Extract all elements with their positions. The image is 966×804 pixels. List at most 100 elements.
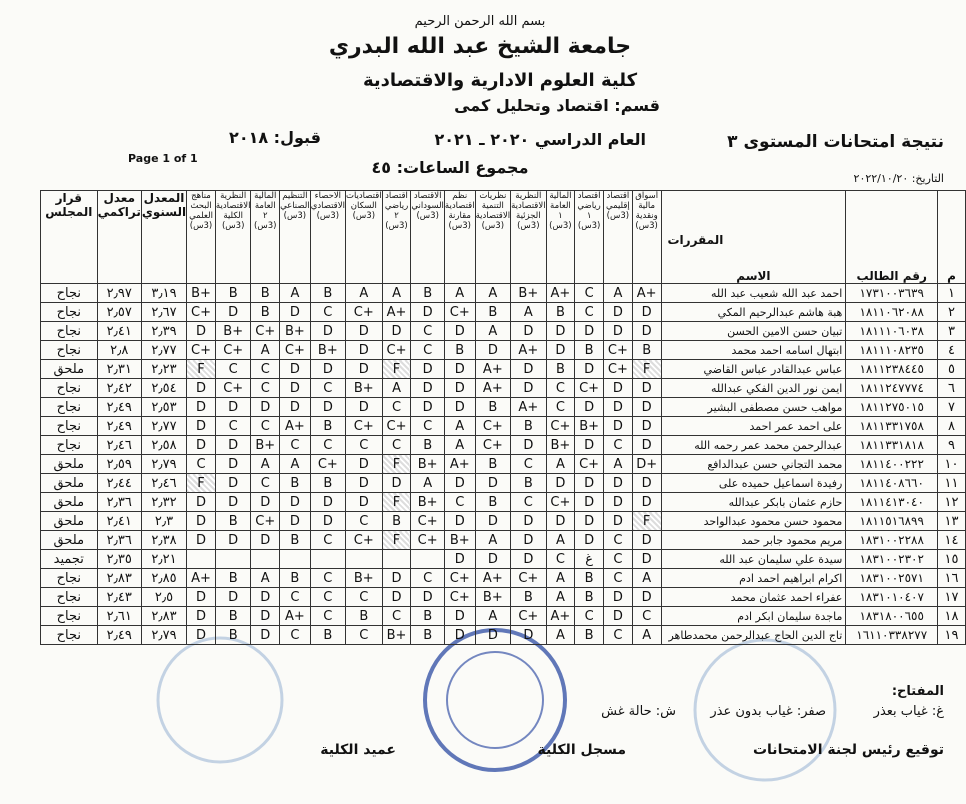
grade: D	[443, 359, 476, 379]
grade: D	[214, 454, 252, 474]
grade: D	[631, 321, 662, 341]
grade: B	[410, 625, 445, 645]
decision: نجاح	[40, 340, 98, 360]
courses-label: المقررات	[667, 233, 724, 247]
row-number: ١٦	[937, 568, 966, 588]
header-cumulative: معدل تراكمي	[96, 190, 142, 284]
grade: D	[443, 378, 476, 398]
grade: A	[344, 283, 383, 303]
grade: D	[510, 511, 547, 531]
student-id: ١٨١١٤١٣٠٤٠	[845, 492, 939, 512]
student-row: ملحق ٢٫٣١ ٢٫٢٣ F C C D D D F D D A+ D B D C+ F عباس عبدالق…	[40, 359, 966, 379]
decision: نجاح	[40, 321, 98, 341]
grade: B	[574, 568, 604, 588]
grade: C	[309, 302, 346, 322]
course-header: أسواق مالية ونقدية (3س)	[631, 190, 662, 284]
student-row: نجاح ٢٫٤٢ ٢٫٥٤ D C+ C D C B+ A D D A+ D C C+ D D ايمن نور …	[40, 378, 966, 398]
grade: C+	[214, 378, 252, 398]
decision: ملحق	[40, 473, 98, 493]
grade: D	[631, 416, 662, 436]
grade: D	[214, 473, 252, 493]
grade: B+	[410, 492, 445, 512]
grade: C	[510, 492, 547, 512]
row-number: ١٢	[937, 492, 966, 512]
cumulative-gpa: ٢٫٦١	[96, 606, 142, 626]
row-number: ١	[937, 283, 966, 303]
grade: D	[410, 359, 445, 379]
grade: D	[250, 397, 281, 417]
cumulative-gpa: ٢٫٥٧	[96, 302, 142, 322]
grade: D	[631, 530, 662, 550]
cumulative-gpa: ٢٫٤٤	[96, 473, 142, 493]
grade: A+	[474, 568, 512, 588]
grade: A	[279, 454, 311, 474]
grade: D	[410, 378, 445, 398]
grade: B+	[410, 454, 445, 474]
grade: F	[186, 359, 216, 379]
decision: نجاح	[40, 283, 98, 303]
grade: D	[186, 492, 216, 512]
grade: B+	[344, 568, 383, 588]
course-header: اقتصاد إقليمي (3س)	[602, 190, 633, 284]
student-id: ١٨١١٢٣٨٤٤٥	[845, 359, 939, 379]
grade: A+	[279, 606, 311, 626]
course-header: النظرية الاقتصادية الجزئية (3س)	[510, 190, 547, 284]
grade: C+	[602, 340, 633, 360]
key-excused: غ: غياب بعذر	[873, 704, 944, 719]
grade: D	[381, 587, 412, 607]
grade: D	[186, 397, 216, 417]
grade: B	[510, 473, 547, 493]
grade: A	[474, 530, 512, 550]
grade: D	[186, 321, 216, 341]
course-header: التنظيم الصناعي (3س)	[279, 190, 311, 284]
key-title: المفتاح:	[891, 684, 944, 699]
committee-signature: توقيع رئيس لجنة الامتحانات	[752, 742, 944, 758]
student-name: تبيان حسن الامين الحسن	[660, 321, 847, 341]
student-row: ملحق ٢٫٣٦ ٢٫٣٢ D D D D D D F B+ C B C C+ D D D حازم عثمان …	[40, 492, 966, 512]
grade: F	[381, 530, 412, 550]
grade: B	[279, 568, 311, 588]
grade: C+	[186, 302, 216, 322]
grade: B+	[250, 435, 281, 455]
grade: C+	[410, 511, 445, 531]
cumulative-gpa: ٢٫٤٩	[96, 416, 142, 436]
decision: ملحق	[40, 359, 98, 379]
grade: C+	[545, 416, 576, 436]
grade: D	[510, 321, 547, 341]
grade: C	[309, 568, 346, 588]
student-row: ملحق ٢٫٣٦ ٢٫٣٨ D D D B C C+ F C+ B+ A D A D C D مريم محمود…	[40, 530, 966, 550]
college: كلية العلوم الادارية والاقتصادية	[362, 70, 638, 91]
grade: A	[545, 587, 576, 607]
grade: A	[250, 454, 281, 474]
annual-gpa: ٢٫٥	[140, 587, 188, 607]
decision: ملحق	[40, 492, 98, 512]
grade: C+	[344, 302, 383, 322]
grade: D	[631, 397, 662, 417]
grade: B	[474, 302, 512, 322]
cumulative-gpa: ٢٫٤٣	[96, 587, 142, 607]
date: التاريخ: ٢٠٢٢/١٠/٢٠	[853, 172, 944, 185]
grade: D	[186, 511, 216, 531]
grade: A	[631, 625, 662, 645]
grade: D	[214, 302, 252, 322]
grade: C+	[510, 606, 547, 626]
grade: A+	[510, 340, 547, 360]
student-id: ١٨١١٢٧٥٠١٥	[845, 397, 939, 417]
grade: C+	[574, 378, 604, 398]
grade: C	[309, 378, 346, 398]
grade: D	[602, 492, 633, 512]
grade: D	[279, 378, 311, 398]
student-name: محمد التجاني حسن عبدالدافع	[660, 454, 847, 474]
grade: D	[344, 473, 383, 493]
exam-title: نتيجة امتحانات المستوى ٣	[727, 132, 944, 152]
grade: D	[602, 378, 633, 398]
grade: B+	[443, 530, 476, 550]
student-name: اكرام ابراهيم احمد ادم	[660, 568, 847, 588]
grade: A	[602, 454, 633, 474]
grade: D	[344, 454, 383, 474]
grade: A	[474, 606, 512, 626]
grade: C	[279, 587, 311, 607]
grade: C	[309, 530, 346, 550]
row-number: ١٣	[937, 511, 966, 531]
decision: نجاح	[40, 378, 98, 398]
